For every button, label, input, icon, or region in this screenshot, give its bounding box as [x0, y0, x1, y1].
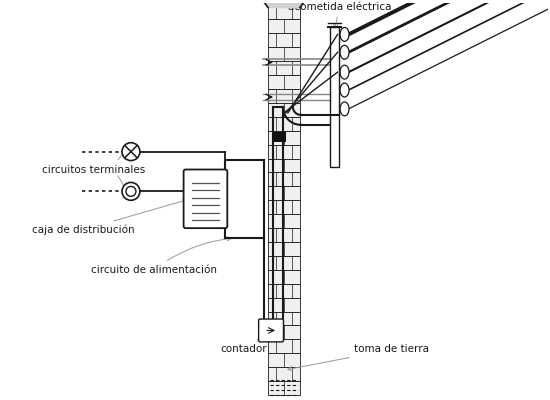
Bar — [268, 214, 300, 228]
Bar — [268, 353, 300, 367]
Bar — [268, 284, 300, 298]
Circle shape — [122, 143, 140, 160]
Bar — [268, 381, 300, 395]
Text: acometida eléctrica: acometida eléctrica — [288, 2, 392, 29]
FancyBboxPatch shape — [184, 170, 227, 228]
Bar — [268, 242, 300, 256]
Bar — [268, 228, 300, 242]
Bar — [268, 200, 300, 214]
Bar — [268, 256, 300, 270]
Bar — [268, 172, 300, 186]
Bar — [268, 145, 300, 158]
Bar — [268, 339, 300, 353]
Bar — [268, 103, 300, 117]
Circle shape — [126, 186, 136, 196]
Bar — [268, 34, 300, 47]
Ellipse shape — [340, 45, 349, 59]
Bar — [268, 158, 300, 172]
Bar — [268, 186, 300, 200]
Ellipse shape — [340, 28, 349, 41]
Bar — [329, 28, 339, 166]
Polygon shape — [262, 0, 306, 8]
Bar — [268, 298, 300, 312]
FancyBboxPatch shape — [258, 319, 283, 342]
Bar — [268, 367, 300, 381]
Text: caja de distribución: caja de distribución — [31, 199, 187, 235]
Bar — [268, 61, 300, 75]
Text: circuitos terminales: circuitos terminales — [42, 164, 145, 174]
Ellipse shape — [340, 102, 349, 116]
Text: toma de tierra: toma de tierra — [288, 344, 430, 371]
Bar — [268, 326, 300, 339]
Bar — [268, 131, 300, 145]
Bar — [268, 117, 300, 131]
Bar — [272, 132, 286, 142]
Ellipse shape — [340, 83, 349, 97]
Bar — [268, 75, 300, 89]
Bar — [268, 312, 300, 326]
Text: circuito de alimentación: circuito de alimentación — [91, 237, 232, 275]
Bar — [268, 20, 300, 34]
Text: contador: contador — [221, 333, 268, 354]
Circle shape — [122, 182, 140, 200]
Bar — [268, 270, 300, 284]
Bar — [268, 6, 300, 20]
Bar — [268, 89, 300, 103]
Ellipse shape — [340, 65, 349, 79]
Bar — [268, 47, 300, 61]
